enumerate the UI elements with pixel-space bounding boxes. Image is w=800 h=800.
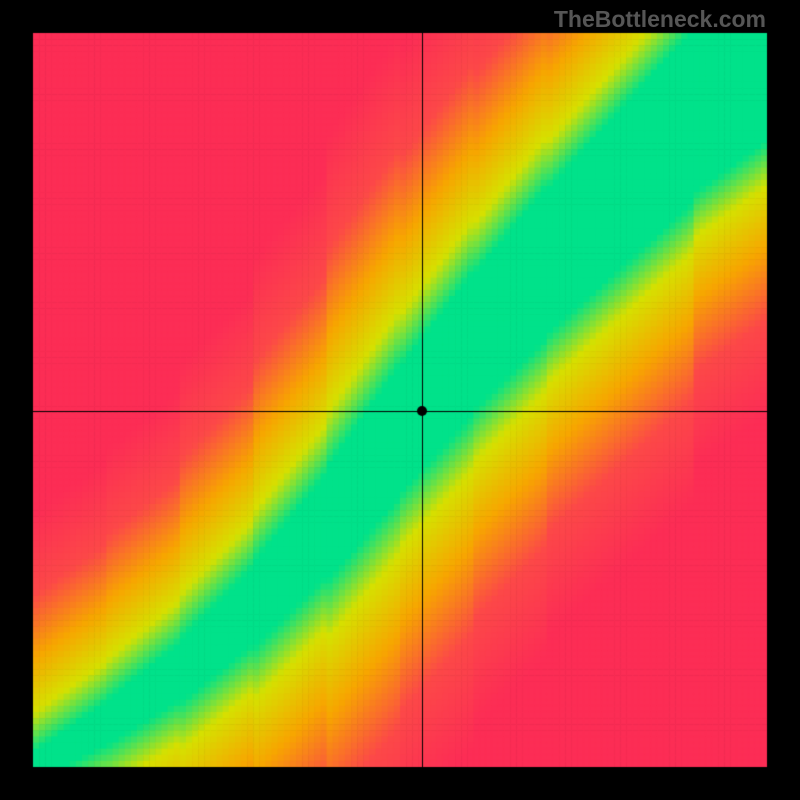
bottleneck-heatmap — [0, 0, 800, 800]
watermark-text: TheBottleneck.com — [554, 6, 766, 33]
